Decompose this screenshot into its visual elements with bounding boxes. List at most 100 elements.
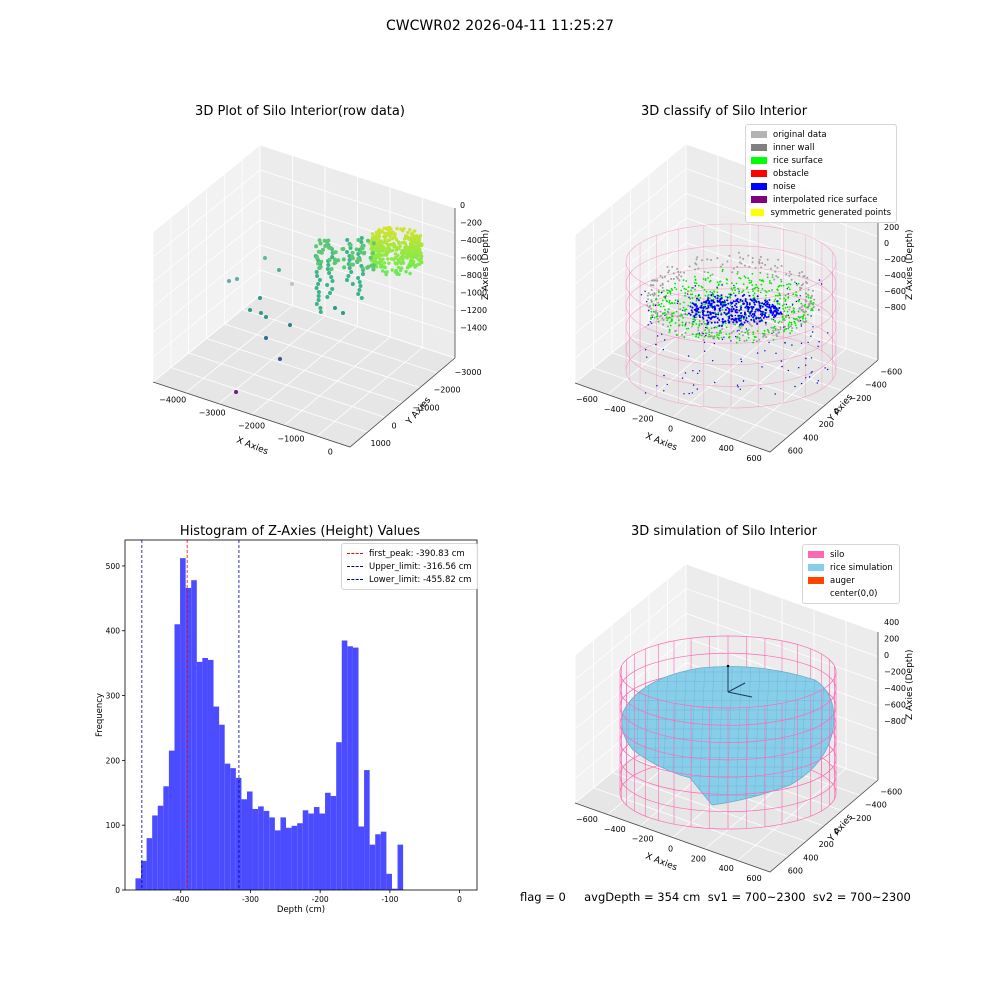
rice-point bbox=[698, 324, 700, 326]
panel4-legend: silo rice simulation auger center(0,0) bbox=[802, 544, 900, 604]
rice-point bbox=[710, 331, 713, 334]
rice-point bbox=[750, 280, 753, 282]
rice-point bbox=[694, 279, 697, 281]
z-tick-label: −800 bbox=[460, 271, 482, 280]
wall-point bbox=[688, 321, 691, 324]
wall-point bbox=[813, 298, 816, 301]
rice-point bbox=[733, 286, 735, 289]
noise-point bbox=[728, 309, 731, 312]
wall-point bbox=[758, 338, 761, 341]
rice-point bbox=[773, 300, 776, 302]
data-point bbox=[375, 244, 380, 248]
wall-point bbox=[732, 322, 735, 325]
rice-point bbox=[666, 289, 668, 291]
data-point bbox=[356, 292, 361, 296]
rice-point bbox=[794, 281, 796, 283]
data-point bbox=[345, 250, 349, 254]
rice-point bbox=[753, 339, 755, 341]
wall-point bbox=[670, 278, 673, 280]
rice-point bbox=[691, 297, 694, 300]
rice-point bbox=[807, 305, 810, 308]
rice-point bbox=[726, 282, 728, 285]
data-point bbox=[341, 311, 345, 315]
rice-point bbox=[794, 322, 797, 324]
data-point bbox=[399, 261, 403, 266]
data-point bbox=[358, 284, 363, 288]
rice-point bbox=[672, 312, 674, 315]
grid-line bbox=[737, 348, 847, 441]
data-point bbox=[315, 254, 320, 259]
rice-point bbox=[657, 294, 660, 297]
data-point bbox=[354, 247, 359, 252]
rice-point bbox=[666, 310, 669, 313]
data-point bbox=[397, 241, 401, 245]
data-point bbox=[387, 238, 392, 242]
rice-point bbox=[786, 306, 789, 309]
wall-point bbox=[812, 289, 814, 292]
data-point bbox=[362, 251, 366, 256]
rice-point bbox=[689, 301, 692, 304]
wall-point bbox=[776, 276, 779, 279]
wall-point bbox=[674, 330, 676, 333]
wall-point bbox=[647, 292, 650, 295]
rice-point bbox=[669, 291, 672, 293]
data-point bbox=[387, 247, 392, 251]
rice-point bbox=[690, 289, 692, 292]
rice-point bbox=[691, 323, 694, 326]
rice-point bbox=[729, 304, 732, 307]
rice-point bbox=[738, 333, 741, 335]
data-point bbox=[235, 277, 239, 281]
rice-point bbox=[704, 303, 707, 306]
z-tick-label: −600 bbox=[884, 701, 906, 710]
noise-point bbox=[707, 297, 710, 299]
data-point bbox=[381, 245, 385, 249]
rice-point bbox=[717, 284, 720, 287]
rice-point bbox=[675, 288, 678, 291]
rice-point bbox=[752, 331, 755, 333]
wall-point bbox=[737, 251, 740, 254]
wall-point bbox=[662, 319, 665, 321]
rice-point bbox=[695, 323, 698, 325]
noise-point bbox=[756, 322, 759, 325]
noise-point bbox=[765, 309, 768, 312]
data-point bbox=[314, 286, 319, 290]
rice-point bbox=[787, 325, 790, 327]
wall-point bbox=[666, 266, 669, 268]
rice-point bbox=[744, 276, 747, 279]
rice-point bbox=[765, 294, 767, 297]
data-point bbox=[379, 265, 384, 269]
x-tick-label: −3000 bbox=[199, 409, 226, 418]
rice-point bbox=[732, 292, 735, 295]
rice-point bbox=[812, 306, 815, 308]
rice-point bbox=[716, 334, 718, 336]
data-point bbox=[248, 308, 252, 312]
rice-point bbox=[661, 312, 664, 315]
rice-point bbox=[678, 324, 680, 327]
wall-point bbox=[744, 264, 746, 267]
rice-point bbox=[802, 314, 805, 316]
wall-point bbox=[731, 271, 734, 274]
z-tick-label: −400 bbox=[884, 684, 906, 693]
data-point bbox=[342, 265, 347, 270]
wall-point bbox=[779, 328, 782, 331]
data-point bbox=[277, 268, 281, 272]
rice-point bbox=[664, 312, 666, 314]
z-tick-label: −1200 bbox=[460, 306, 487, 315]
y-tick-label: −400 bbox=[865, 801, 887, 810]
panel1-points bbox=[227, 225, 424, 394]
rice-point bbox=[704, 329, 707, 331]
wall-point bbox=[803, 311, 806, 314]
rice-point bbox=[747, 277, 750, 280]
rice-point bbox=[781, 304, 784, 307]
noise-point bbox=[726, 299, 729, 302]
rice-point bbox=[691, 293, 694, 296]
rice-point bbox=[747, 336, 750, 339]
wall-point bbox=[765, 323, 767, 326]
wall-point bbox=[711, 273, 714, 276]
wall-point bbox=[697, 329, 700, 332]
rice-point bbox=[774, 320, 776, 322]
rice-point bbox=[716, 281, 719, 284]
data-point bbox=[410, 232, 414, 237]
z-tick-label: 200 bbox=[884, 635, 899, 644]
y-tick-label: 400 bbox=[803, 853, 818, 862]
